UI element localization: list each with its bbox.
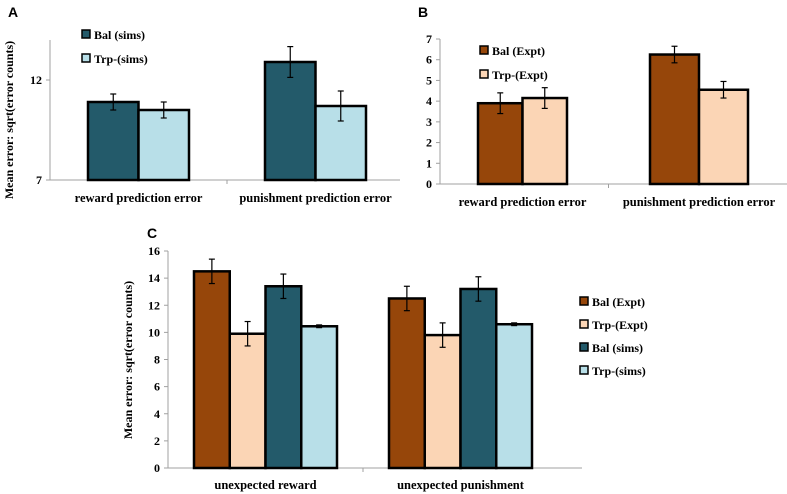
bar bbox=[137, 108, 191, 182]
panel-label-a: A bbox=[8, 4, 18, 20]
bar bbox=[423, 333, 462, 470]
legend-label: Bal (Expt) bbox=[492, 44, 545, 58]
legend-swatch bbox=[479, 45, 489, 55]
y-tick-label: 2 bbox=[426, 136, 432, 150]
panel-label-b: B bbox=[418, 4, 428, 20]
x-category-label: unexpected reward bbox=[214, 478, 316, 492]
legend-swatch bbox=[579, 296, 589, 306]
x-category-label: punishment prediction error bbox=[623, 195, 776, 209]
y-tick-label: 5 bbox=[426, 73, 432, 87]
legend-swatch bbox=[81, 53, 91, 63]
y-tick-label: 7 bbox=[426, 32, 432, 46]
y-tick-label: 2 bbox=[154, 434, 160, 448]
y-tick-label: 4 bbox=[154, 407, 160, 421]
legend-label: Trp-(Expt) bbox=[492, 68, 548, 82]
x-category-label: reward prediction error bbox=[75, 191, 203, 205]
bar bbox=[228, 332, 267, 470]
legend-label: Trp-(Expt) bbox=[592, 318, 648, 332]
y-axis-label: Mean error: sqrt(error counts) bbox=[121, 281, 135, 439]
x-category-label: reward prediction error bbox=[459, 195, 587, 209]
bar bbox=[697, 88, 750, 186]
bar bbox=[387, 297, 426, 470]
bar bbox=[263, 60, 317, 182]
y-tick-label: 16 bbox=[148, 244, 160, 258]
legend-swatch bbox=[479, 69, 489, 79]
y-tick-label: 0 bbox=[154, 461, 160, 475]
panel-a-chart: 7 12 Mean error: sqrt(error counts) reward … bbox=[2, 28, 400, 205]
legend-label: Trp-(sims) bbox=[94, 52, 148, 66]
legend-label: Bal (Expt) bbox=[592, 295, 645, 309]
bar bbox=[495, 322, 534, 470]
x-category-label: unexpected punishment bbox=[397, 478, 525, 492]
y-tick-label: 4 bbox=[426, 94, 432, 108]
panel-c-chart: 0 2 4 6 8 10 12 14 16 Mean error: sqrt(error coun… bbox=[121, 244, 648, 492]
bar bbox=[300, 325, 339, 470]
legend-swatch bbox=[579, 365, 589, 375]
x-category-label: punishment prediction error bbox=[239, 191, 392, 205]
y-tick-label: 3 bbox=[426, 115, 432, 129]
y-tick-label: 7 bbox=[36, 173, 42, 187]
legend-swatch bbox=[81, 29, 91, 39]
panel-b-chart: 0 1 2 3 4 5 6 7 reward prediction error punishmen… bbox=[426, 32, 787, 209]
y-tick-label: 12 bbox=[30, 73, 42, 87]
legend-label: Bal (sims) bbox=[94, 28, 145, 42]
y-tick-label: 6 bbox=[154, 380, 160, 394]
y-axis-label: Mean error: sqrt(error counts) bbox=[2, 41, 16, 199]
bar bbox=[521, 96, 569, 186]
y-tick-label: 0 bbox=[426, 177, 432, 191]
legend-swatch bbox=[579, 342, 589, 352]
bar bbox=[192, 270, 231, 470]
y-tick-label: 12 bbox=[148, 298, 160, 312]
legend-swatch bbox=[579, 319, 589, 329]
bar bbox=[314, 104, 368, 182]
bar bbox=[459, 287, 498, 470]
bar bbox=[264, 285, 303, 470]
y-tick-label: 14 bbox=[148, 271, 160, 285]
bar bbox=[648, 53, 701, 186]
bar bbox=[86, 100, 140, 182]
y-tick-label: 8 bbox=[154, 353, 160, 367]
panel-label-c: C bbox=[147, 225, 157, 241]
bar bbox=[476, 101, 524, 186]
legend-label: Bal (sims) bbox=[592, 341, 643, 355]
y-tick-label: 1 bbox=[426, 156, 432, 170]
y-tick-label: 10 bbox=[148, 325, 160, 339]
legend-label: Trp-(sims) bbox=[592, 364, 646, 378]
y-tick-label: 6 bbox=[426, 53, 432, 67]
